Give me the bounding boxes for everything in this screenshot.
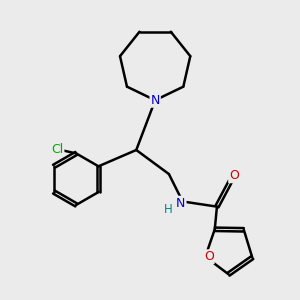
Text: N: N	[176, 197, 186, 210]
Text: O: O	[229, 169, 239, 182]
Text: H: H	[164, 202, 172, 215]
Text: O: O	[204, 250, 214, 263]
Text: N: N	[151, 94, 160, 107]
Text: Cl: Cl	[51, 143, 64, 156]
